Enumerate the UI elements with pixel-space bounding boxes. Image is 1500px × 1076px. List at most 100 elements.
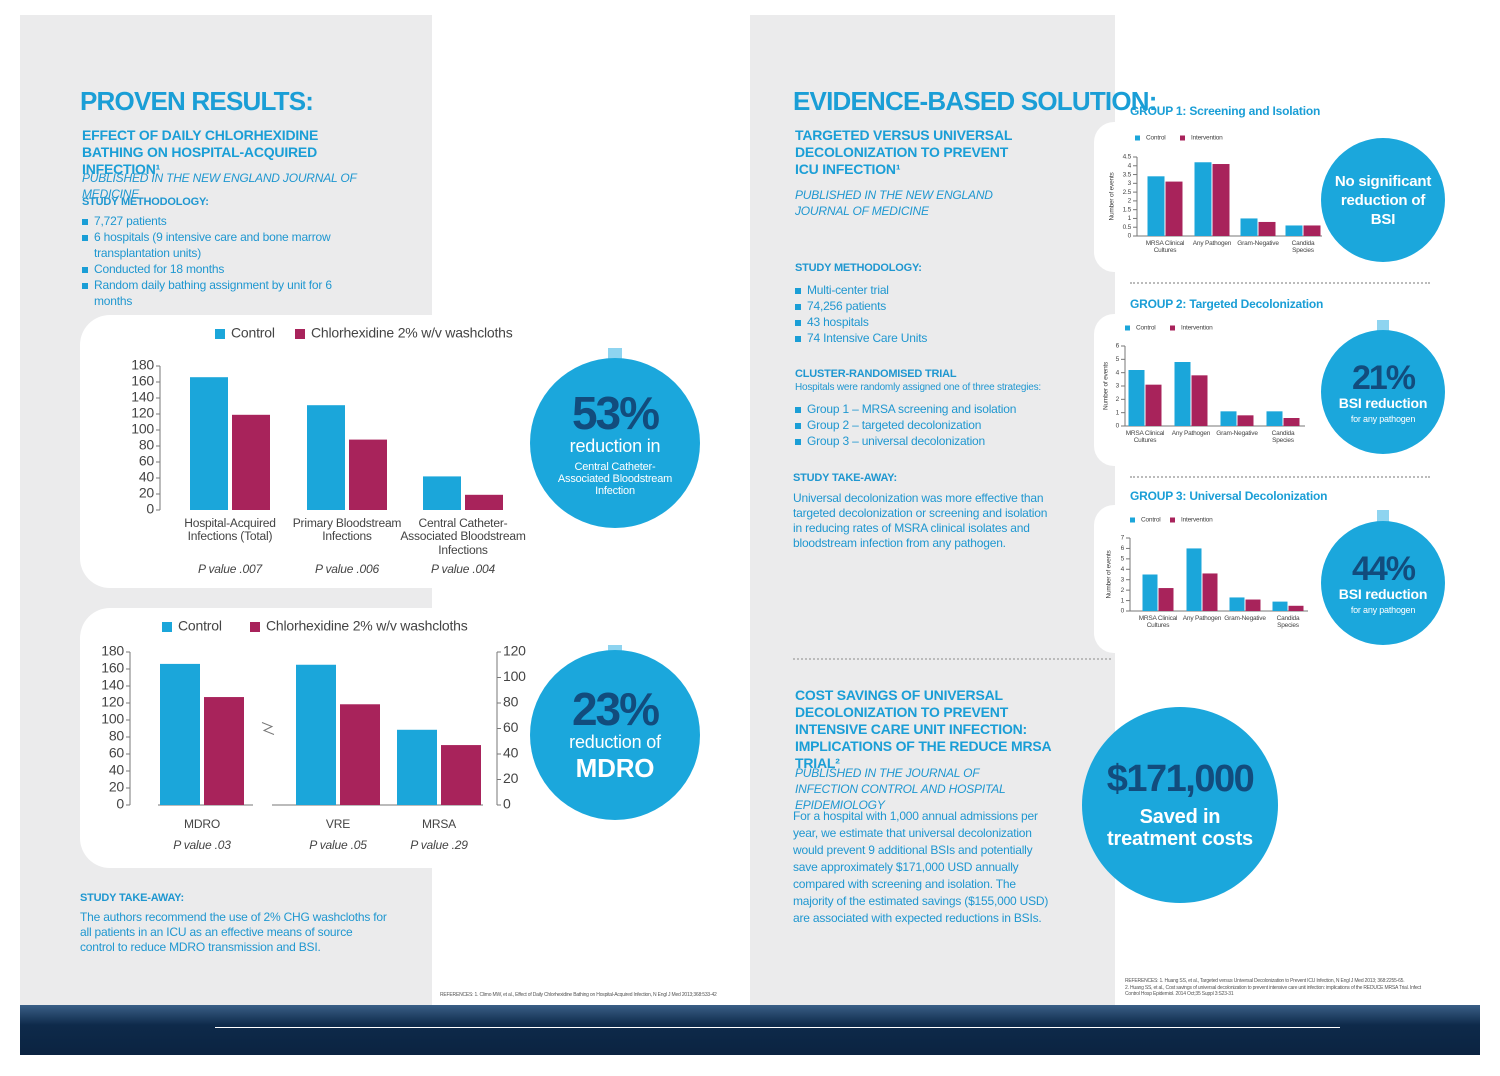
y-tick-label: 40 bbox=[109, 762, 125, 778]
chart-card bbox=[80, 315, 520, 588]
y-tick-label: 80 bbox=[503, 694, 519, 710]
legend-swatch bbox=[1180, 135, 1185, 141]
callout-text: Central Catheter-Associated Bloodstream … bbox=[557, 460, 673, 497]
bar bbox=[397, 729, 437, 805]
heading: STUDY TAKE-AWAY: bbox=[793, 472, 897, 484]
bar bbox=[1245, 599, 1261, 611]
callout-text: BSI reduction bbox=[1338, 585, 1428, 602]
heading: STUDY METHODOLOGY: bbox=[82, 196, 209, 208]
y-tick-label: 7 bbox=[1121, 535, 1125, 542]
legend-label: Intervention bbox=[1191, 135, 1223, 142]
chart: 0 1 2 3 4 5 6 Control Intervention Number of even… bbox=[1100, 320, 1330, 460]
bar bbox=[1240, 218, 1258, 236]
bar bbox=[1258, 221, 1276, 236]
bar bbox=[1285, 225, 1303, 236]
y-tick-label: 160 bbox=[131, 373, 154, 389]
x-tick-label: Gram-Negative bbox=[1224, 615, 1266, 622]
journal: PUBLISHED IN THE JOURNAL OF INFECTION CO… bbox=[795, 766, 1006, 812]
callout-text: BSI reduction bbox=[1338, 394, 1428, 411]
x-tick-label: Gram-Negative bbox=[1237, 240, 1279, 247]
x-tick-label: Candida Species bbox=[1276, 615, 1300, 630]
y-tick-label: 4 bbox=[1128, 162, 1132, 169]
chart-svg: 020406080100120140160180020406080100120C… bbox=[101, 618, 526, 812]
y-tick-label: 6 bbox=[1116, 343, 1120, 350]
bar bbox=[1237, 415, 1254, 426]
callout: No significant reduction of BSI bbox=[1321, 138, 1445, 262]
footer-rule bbox=[215, 1027, 1340, 1028]
title: EVIDENCE-BASED SOLUTION: bbox=[793, 86, 1157, 116]
y-tick-label: 1 bbox=[1128, 215, 1132, 222]
bar bbox=[1288, 605, 1304, 611]
y-axis-label: Number of events bbox=[1106, 550, 1113, 599]
x-tick-label: Central Catheter-Associated Bloodstream … bbox=[400, 516, 526, 557]
x-tick-label: MRSA Clinical Cultures bbox=[1125, 430, 1165, 445]
y-tick-label: 60 bbox=[109, 745, 125, 761]
y-tick-label: 2.5 bbox=[1123, 189, 1132, 196]
p-value: P value .03 bbox=[173, 838, 231, 852]
legend-label: Intervention bbox=[1181, 325, 1213, 332]
y-axis-label: Number of events bbox=[1103, 361, 1110, 410]
y-axis-label: Number of events bbox=[1109, 172, 1116, 221]
cost-text: For a hospital with 1,000 annual admissi… bbox=[793, 809, 1049, 925]
y-tick-label: 20 bbox=[139, 485, 155, 501]
y-tick-label: 180 bbox=[101, 643, 124, 659]
legend-label: Control bbox=[1141, 517, 1161, 524]
x-tick-label: Hospital-Acquired Infections (Total) bbox=[184, 516, 276, 544]
y-tick-label: 40 bbox=[503, 745, 519, 761]
chart-title: GROUP 3: Universal Decolonization bbox=[1130, 489, 1328, 503]
bullet-list: Multi-center trial 74,256 patients 43 ho… bbox=[795, 282, 1055, 346]
y-tick-label: 3 bbox=[1116, 383, 1120, 390]
bar bbox=[1220, 411, 1237, 426]
bar bbox=[204, 697, 244, 805]
heading: STUDY METHODOLOGY: bbox=[795, 262, 922, 274]
bar bbox=[1142, 574, 1158, 611]
footer-band bbox=[20, 1005, 1480, 1055]
takeaway: Universal decolonization was more effect… bbox=[793, 491, 1048, 550]
bar bbox=[1174, 362, 1191, 426]
bullet-list: 7,727 patients 6 hospitals (9 intensive … bbox=[82, 213, 352, 309]
chart: 0 20 40 60 80 100 120 140 160 180 0 20 40 60 80 100 120 C… bbox=[80, 608, 526, 868]
bar bbox=[1272, 601, 1288, 611]
legend-swatch bbox=[1170, 517, 1175, 523]
y-tick-label: 1.5 bbox=[1123, 206, 1132, 213]
y-tick-label: 2 bbox=[1116, 396, 1120, 403]
x-tick-label: Any Pathogen bbox=[1182, 615, 1222, 622]
legend-label: Control bbox=[1146, 135, 1166, 142]
callout-value: $171,000 bbox=[1106, 758, 1255, 800]
y-tick-label: 3 bbox=[1128, 180, 1132, 187]
axis-break bbox=[261, 722, 275, 735]
callout-value: 21% bbox=[1351, 358, 1416, 397]
y-tick-label: 100 bbox=[131, 421, 154, 437]
bar bbox=[1303, 225, 1321, 236]
bullet: 74,256 patients bbox=[795, 298, 1055, 314]
bar bbox=[1229, 597, 1245, 611]
bullet: 74 Intensive Care Units bbox=[795, 330, 1055, 346]
y-tick-label: 4 bbox=[1116, 369, 1120, 376]
callout-text: for any pathogen bbox=[1350, 604, 1416, 615]
chart: 0 20 40 60 80 100 120 140 160 180 Control Chlorhexi… bbox=[80, 315, 526, 588]
legend-label: Control bbox=[178, 618, 222, 634]
right-panel bbox=[750, 15, 1115, 1005]
bar bbox=[1165, 181, 1183, 236]
y-tick-label: 80 bbox=[139, 437, 155, 453]
legend-label: Chlorhexidine 2% w/v washcloths bbox=[266, 618, 468, 634]
y-tick-label: 0 bbox=[503, 796, 511, 812]
subtitle: COST SAVINGS OF UNIVERSAL DECOLONIZATION… bbox=[795, 687, 1051, 771]
bar bbox=[296, 664, 336, 805]
callout-value: 44% bbox=[1351, 549, 1416, 588]
legend-swatch bbox=[1130, 517, 1135, 523]
legend-label: Intervention bbox=[1181, 517, 1213, 524]
legend-swatch bbox=[162, 622, 172, 632]
bar bbox=[1158, 588, 1174, 611]
callout: 53% reduction in Central Catheter-Associ… bbox=[530, 358, 700, 528]
x-tick-label: MRSA Clinical Cultures bbox=[1145, 240, 1185, 255]
y-tick-label: 0 bbox=[116, 796, 124, 812]
y-tick-label: 4 bbox=[1121, 566, 1125, 573]
y-tick-label: 140 bbox=[101, 677, 124, 693]
y-tick-label: 120 bbox=[131, 405, 154, 421]
x-tick-label: MDRO bbox=[184, 817, 220, 831]
chart: 0 0.5 1 1.5 2 2.5 3 3.5 4 4.5 Control Intervention N… bbox=[1100, 130, 1330, 270]
